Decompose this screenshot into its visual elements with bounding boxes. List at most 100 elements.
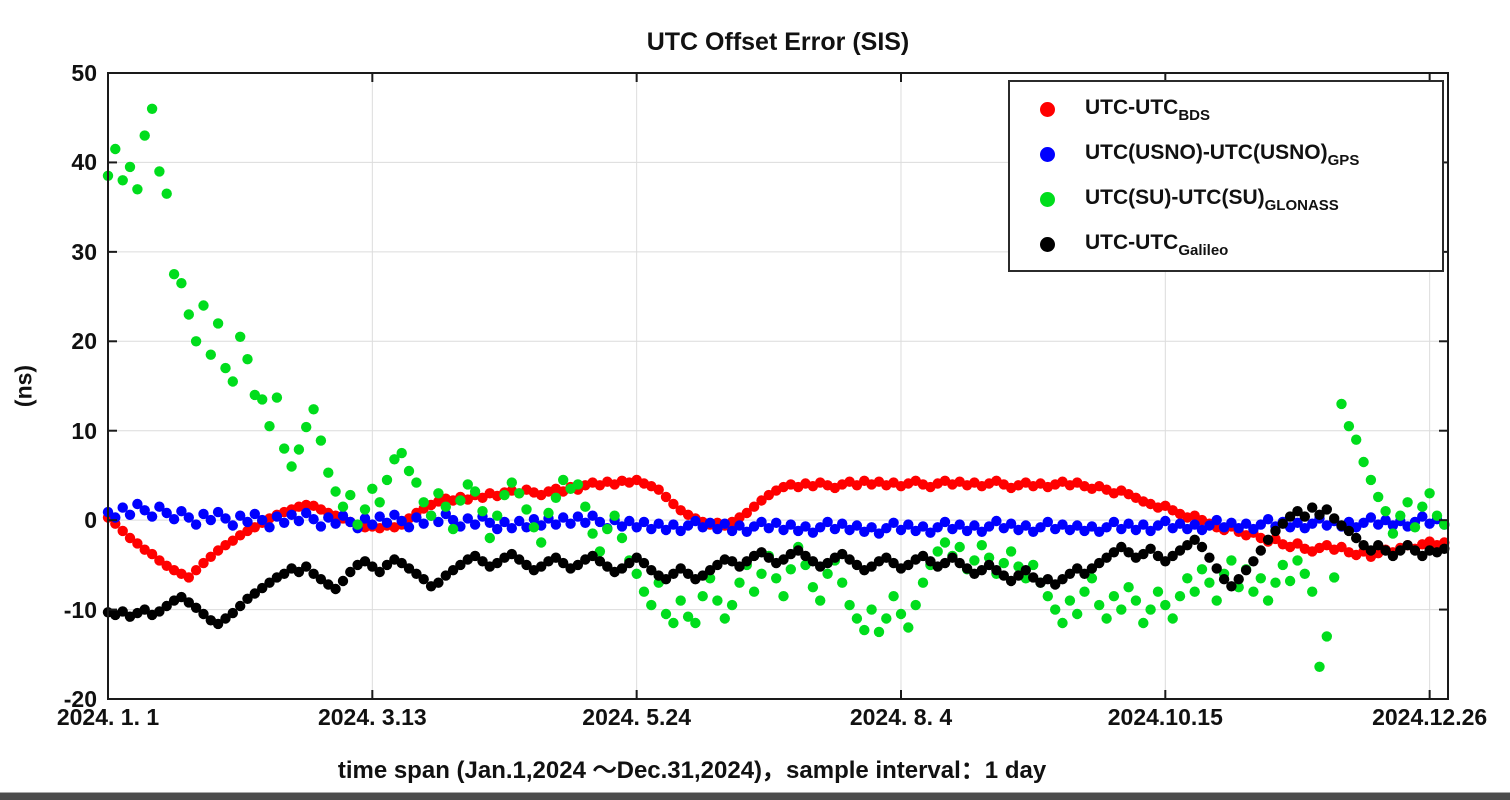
data-point-galileo — [881, 552, 892, 563]
data-point-glonass — [1072, 608, 1083, 620]
data-point-glonass — [543, 507, 554, 519]
data-point-gps — [374, 511, 385, 522]
data-point-galileo — [176, 591, 187, 603]
data-point-glonass — [1145, 604, 1156, 615]
data-point-gps — [1101, 522, 1112, 533]
data-point-glonass — [1064, 595, 1076, 606]
data-point-glonass — [1138, 617, 1149, 629]
data-point-gps — [271, 511, 283, 522]
data-point-galileo — [1182, 540, 1193, 551]
legend-label: UTC-UTCBDS — [1085, 95, 1210, 124]
data-point-gps — [469, 519, 481, 530]
legend-label: UTC(SU)-UTC(SU)GLONASS — [1085, 185, 1339, 214]
data-point-gps — [462, 513, 473, 524]
data-point-gps — [323, 512, 334, 523]
data-point-galileo — [697, 570, 708, 581]
data-point-galileo — [1387, 550, 1399, 562]
data-point-glonass — [1152, 586, 1164, 597]
data-point-gps — [580, 517, 591, 528]
y-tick-label: 50 — [71, 60, 97, 86]
data-point-gps — [653, 518, 664, 529]
data-point-gps — [763, 523, 774, 534]
data-point-gps — [572, 511, 584, 522]
data-point-gps — [418, 518, 429, 529]
data-point-glonass — [190, 336, 202, 347]
data-point-glonass — [932, 546, 943, 557]
data-point-glonass — [587, 528, 598, 539]
data-point-gps — [411, 512, 422, 523]
data-point-galileo — [734, 561, 745, 572]
data-point-glonass — [506, 477, 517, 488]
data-point-galileo — [1196, 541, 1208, 553]
data-point-glonass — [910, 599, 921, 611]
data-point-galileo — [1167, 550, 1178, 562]
data-point-gps — [257, 514, 268, 526]
data-point-galileo — [844, 554, 855, 565]
legend-item: UTC(SU)-UTC(SU)GLONASS — [1040, 177, 1442, 222]
data-point-glonass — [484, 532, 495, 544]
data-point-galileo — [367, 561, 378, 572]
data-point-galileo — [947, 552, 958, 563]
data-point-bds — [1292, 538, 1303, 549]
data-point-glonass — [1255, 573, 1267, 584]
data-point-gps — [881, 523, 892, 534]
data-point-glonass — [418, 497, 429, 508]
data-point-gps — [829, 523, 841, 535]
data-point-bds — [668, 498, 679, 510]
data-point-galileo — [403, 563, 415, 574]
data-point-glonass — [998, 557, 1009, 569]
data-point-gps — [1020, 520, 1031, 531]
data-point-gps — [1262, 514, 1274, 525]
data-point-glonass — [110, 143, 121, 155]
data-point-glonass — [499, 489, 510, 501]
data-point-galileo — [536, 561, 547, 572]
data-point-glonass — [726, 599, 738, 611]
data-point-galileo — [1307, 502, 1318, 513]
data-point-glonass — [1079, 586, 1090, 597]
data-point-glonass — [315, 435, 327, 446]
data-point-gps — [983, 521, 995, 532]
data-point-galileo — [308, 568, 319, 579]
data-point-glonass — [514, 488, 525, 499]
data-point-glonass — [859, 624, 870, 636]
data-point-gps — [822, 516, 833, 528]
data-point-galileo — [1409, 545, 1421, 556]
data-point-gps — [337, 510, 349, 521]
data-point-gps — [1116, 523, 1127, 535]
data-point-bds — [660, 491, 672, 503]
data-point-glonass — [1226, 555, 1237, 566]
data-point-galileo — [1005, 575, 1017, 587]
data-point-gps — [1240, 518, 1252, 529]
data-point-glonass — [286, 461, 297, 472]
data-point-gps — [1057, 519, 1068, 530]
data-point-gps — [991, 515, 1002, 527]
data-point-galileo — [646, 565, 657, 576]
data-point-galileo — [257, 582, 268, 594]
data-point-glonass — [837, 577, 848, 588]
data-point-gps — [1307, 518, 1318, 529]
data-point-galileo — [939, 557, 951, 569]
data-point-glonass — [220, 362, 231, 374]
data-point-galileo — [469, 550, 481, 562]
data-point-glonass — [1387, 528, 1399, 539]
data-point-gps — [917, 521, 929, 532]
data-point-glonass — [374, 497, 385, 508]
data-point-gps — [1380, 514, 1391, 526]
data-point-gps — [1138, 519, 1149, 530]
data-point-bds — [756, 495, 767, 506]
data-point-gps — [925, 527, 936, 538]
data-point-galileo — [961, 563, 973, 574]
data-point-glonass — [1174, 591, 1186, 602]
data-point-gps — [631, 522, 642, 533]
data-point-galileo — [220, 613, 231, 624]
data-point-gps — [381, 517, 393, 528]
data-point-galileo — [1086, 563, 1098, 574]
data-point-bds — [124, 532, 136, 544]
data-point-gps — [638, 516, 650, 528]
data-point-gps — [367, 519, 378, 530]
data-point-gps — [558, 512, 569, 523]
data-point-gps — [587, 510, 598, 521]
data-point-glonass — [1028, 559, 1039, 571]
data-point-gps — [308, 514, 319, 525]
